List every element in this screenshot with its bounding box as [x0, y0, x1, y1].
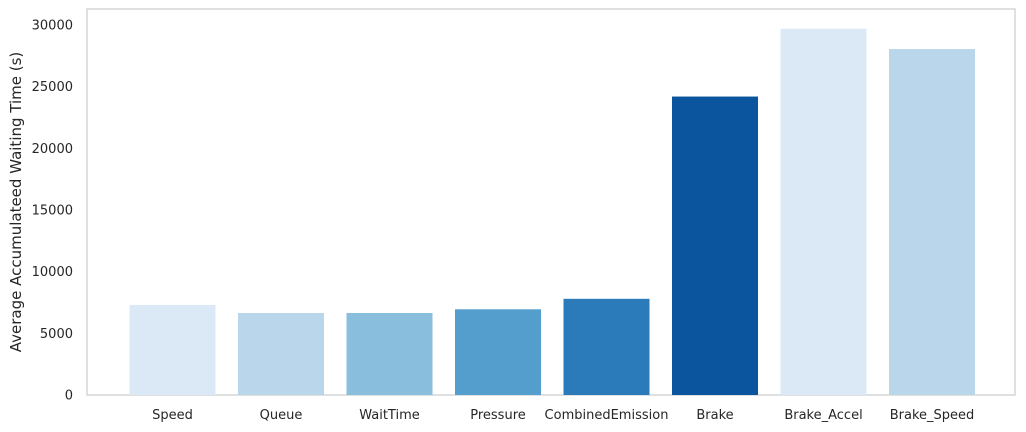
y-axis-ticks: 0 5000 10000 15000 20000 25000 30000: [32, 19, 73, 404]
y-tick-label: 15000: [32, 204, 73, 219]
y-axis-title: Average Accumulateed Waiting Time (s): [7, 52, 25, 353]
bar-brake: [672, 96, 758, 395]
bar-brake-speed: [889, 49, 975, 396]
x-tick-label: Queue: [260, 408, 303, 423]
x-tick-label: Brake_Speed: [890, 408, 975, 423]
y-tick-label: 25000: [32, 80, 73, 95]
x-tick-label: CombinedEmission: [545, 408, 669, 423]
bars: [129, 28, 975, 396]
x-tick-label: Brake: [696, 408, 733, 423]
x-tick-label: Brake_Accel: [784, 408, 862, 423]
y-tick-label: 10000: [32, 265, 73, 280]
x-axis-ticks: Speed Queue WaitTime Pressure CombinedEmissi…: [152, 408, 974, 423]
bar-pressure: [455, 309, 541, 395]
bar-queue: [238, 312, 324, 395]
x-tick-label: Pressure: [470, 408, 526, 423]
plot-frame: [86, 8, 1016, 396]
y-tick-label: 30000: [32, 19, 73, 34]
bar-brake-accel: [780, 28, 867, 395]
y-tick-label: 0: [65, 389, 73, 404]
x-tick-label: Speed: [152, 408, 193, 423]
y-tick-label: 20000: [32, 142, 73, 157]
bar-combinedemission: [563, 298, 650, 395]
bar-speed: [129, 304, 216, 395]
x-tick-label: WaitTime: [359, 408, 420, 423]
bar-waittime: [346, 312, 433, 395]
y-tick-label: 5000: [40, 327, 73, 342]
